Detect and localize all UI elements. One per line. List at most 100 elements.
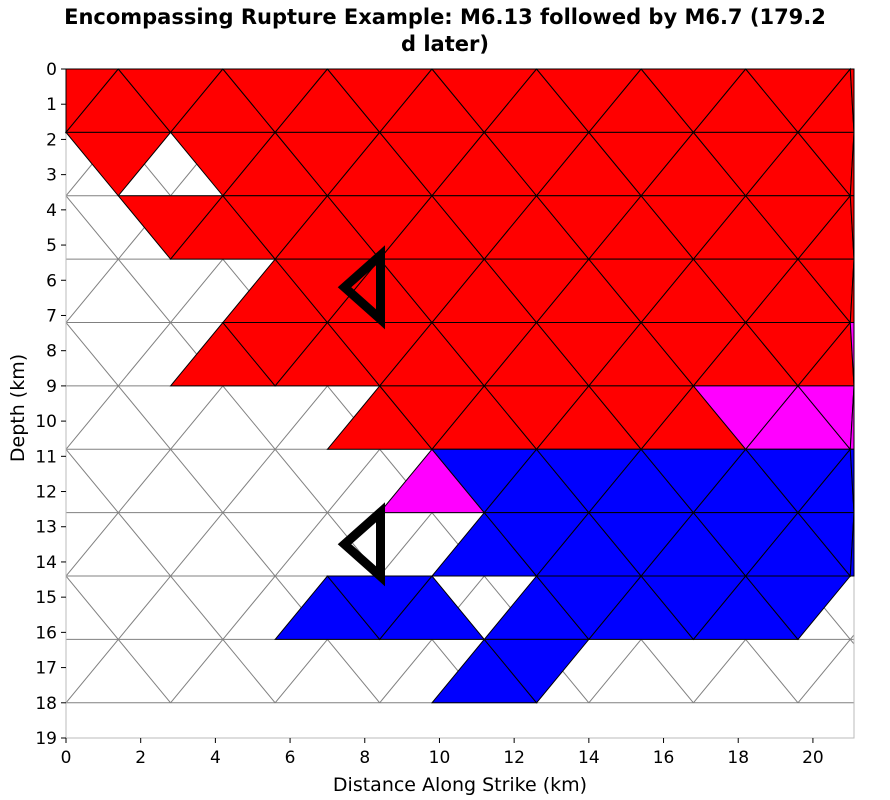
mesh-cell [378,575,486,640]
mesh-line [170,639,224,704]
mesh-cell [693,639,798,703]
y-tick-label: 2 [46,130,57,150]
x-tick-label: 0 [61,748,72,768]
mesh-cell [483,638,590,704]
x-tick-label: 18 [727,748,749,768]
mesh-line [170,448,224,513]
mesh-line [117,385,171,450]
mesh-cell [66,449,171,513]
mesh-cell [850,576,854,640]
mesh-line [222,639,276,704]
mesh-line [222,575,276,640]
mesh-cell [222,576,328,640]
y-tick-label: 11 [35,447,57,467]
mesh-line [379,639,433,704]
mesh-line [222,448,276,513]
y-tick-label: 13 [35,518,57,538]
mesh-line [222,385,276,450]
x-tick-label: 20 [802,748,824,768]
mesh-cell [745,639,851,703]
mesh-cell [744,575,852,641]
mesh-cell [170,259,276,323]
ruptured-cell-edges [64,67,855,704]
x-tick-label: 8 [359,748,370,768]
mesh-cell [379,512,485,577]
mesh-line [65,639,119,704]
hypocenter-markers [337,245,385,587]
mesh-cell [66,576,171,640]
x-axis-label: Distance Along Strike (km) [333,774,587,796]
mesh-cell [118,449,223,513]
mesh-cell [170,639,276,703]
y-tick-label: 4 [46,201,57,221]
x-tick-label: 16 [653,748,675,768]
x-tick-label: 10 [429,748,451,768]
mesh-cell [275,512,380,577]
mesh-cell [379,639,485,703]
mesh-line [117,575,171,640]
mesh-cell [588,639,694,703]
y-tick-label: 6 [46,271,57,291]
mesh-cell [66,195,171,260]
mesh-cell [118,322,223,386]
mesh-line [849,634,855,640]
y-tick-label: 10 [35,412,57,432]
y-tick-label: 9 [46,377,57,397]
mesh-cell [170,576,276,640]
mesh-line [327,639,381,704]
mesh-cell [222,512,328,577]
mesh-cell [64,131,172,197]
mesh-cell [118,385,223,450]
y-axis-label: Depth (km) [7,354,29,462]
mesh-line [274,512,328,577]
mesh-line [797,639,851,704]
mesh-cell [118,132,223,196]
mesh-line [117,639,171,704]
mesh-line [170,512,224,577]
mesh-cell [222,449,328,513]
mesh-cell [797,639,854,703]
hypocenter-marker [337,502,385,587]
hypocenter-marker [337,245,385,330]
x-tick-label: 2 [135,748,146,768]
y-tick-label: 0 [46,60,57,80]
mesh-cell [222,639,328,703]
y-tick-label: 12 [35,483,57,503]
mesh-cell [850,639,854,703]
mesh-cell [66,512,171,577]
y-tick-label: 5 [46,236,57,256]
mesh-cell [170,512,276,577]
x-tick-label: 6 [285,748,296,768]
mesh-line [65,195,119,260]
mesh-cell [118,576,223,640]
mesh-line [170,575,224,640]
mesh-cell [118,259,223,323]
mesh-cell [431,576,537,640]
mesh-cell [327,449,432,513]
mesh-line [693,639,747,704]
mesh-line [170,258,224,323]
chart-title: Encompassing Rupture Example: M6.13 foll… [64,5,826,56]
mesh-cell [536,639,642,703]
y-tick-label: 1 [46,95,57,115]
y-tick-label: 17 [35,659,57,679]
y-tick-label: 19 [35,729,57,749]
chart-title-line-1: Encompassing Rupture Example: M6.13 foll… [64,5,826,29]
y-tick-label: 3 [46,166,57,186]
mesh-line [274,448,328,513]
mesh-line [65,448,119,513]
mesh-line [640,639,694,704]
mesh-cell [66,259,171,323]
mesh-line [117,322,171,387]
mesh-cell [275,639,380,703]
chart-title-line-2: d later) [401,32,489,56]
y-tick-label: 8 [46,342,57,362]
mesh-cell [170,385,276,450]
mesh-line [65,512,119,577]
mesh-line [170,385,224,450]
y-tick-label: 14 [35,553,57,573]
mesh-line [849,639,855,645]
mesh-cell [222,385,328,450]
